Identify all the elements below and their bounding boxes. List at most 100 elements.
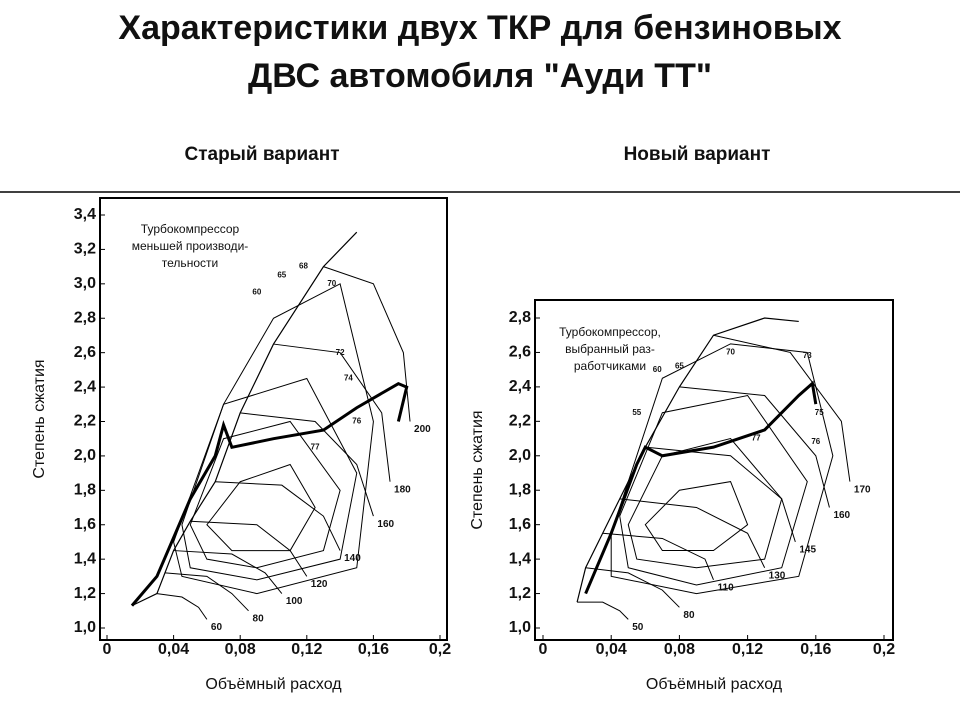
speed-line (585, 567, 680, 608)
speed-line (240, 412, 374, 517)
speed-label: 180 (394, 484, 411, 495)
x-axis-label: Объёмный расход (205, 676, 342, 693)
y-tick-label: 1,6 (509, 516, 531, 533)
y-tick-label: 1,4 (74, 550, 96, 567)
y-tick-label: 2,0 (74, 447, 96, 464)
speed-label: 80 (683, 610, 695, 621)
speed-label: 50 (632, 622, 644, 633)
title-line: Характеристики двух ТКР для бензиновых (118, 9, 841, 47)
y-tick-label: 2,8 (74, 309, 96, 326)
y-axis-label: Степень сжатия (31, 359, 48, 478)
operating-line (584, 380, 818, 595)
efficiency-island (189, 420, 341, 569)
y-tick-label: 1,2 (74, 585, 96, 602)
y-tick-label: 3,2 (74, 241, 96, 258)
note: Турбокомпрессор (141, 222, 240, 236)
speed-label: 80 (253, 613, 265, 624)
speed-line (323, 266, 411, 422)
speed-line (165, 572, 249, 612)
y-tick-label: 2,0 (509, 447, 531, 464)
y-tick-label: 1,8 (509, 481, 531, 498)
y-tick-label: 2,8 (509, 309, 531, 326)
efficiency-label: 72 (336, 348, 345, 357)
y-tick-label: 1,6 (74, 516, 96, 533)
x-tick-label: 0,08 (225, 641, 256, 658)
efficiency-island (181, 377, 358, 581)
efficiency-island (610, 343, 834, 595)
speed-label: 100 (286, 596, 303, 607)
x-tick-label: 0,04 (158, 641, 189, 658)
y-tick-label: 3,4 (74, 206, 96, 223)
y-tick-label: 2,2 (74, 413, 96, 430)
speed-label: 140 (344, 553, 361, 564)
speed-line (173, 550, 283, 594)
speed-label: 145 (799, 545, 816, 556)
y-tick-label: 1,8 (74, 482, 96, 499)
efficiency-label: 68 (299, 262, 308, 271)
note: работчиками (574, 359, 646, 373)
speed-label: 170 (854, 484, 871, 495)
x-tick-label: 0,04 (596, 641, 627, 658)
y-tick-label: 2,2 (509, 413, 531, 430)
efficiency-island (619, 394, 808, 586)
efficiency-island (627, 437, 783, 569)
y-tick-label: 2,6 (74, 344, 96, 361)
x-tick-label: 0 (539, 641, 548, 658)
note: выбранный раз- (565, 342, 655, 356)
speed-line (273, 343, 391, 482)
efficiency-island (173, 283, 374, 595)
efficiency-label: 75 (815, 408, 824, 417)
operating-line (130, 381, 409, 607)
speed-line (619, 498, 766, 568)
x-tick-label: 0 (103, 641, 112, 658)
efficiency-label: 77 (752, 434, 761, 443)
x-tick-label: 0,2 (873, 641, 895, 658)
speed-label: 200 (414, 424, 431, 435)
efficiency-island (206, 463, 316, 552)
y-tick-label: 1,4 (509, 550, 531, 567)
efficiency-label: 55 (632, 408, 641, 417)
speed-line (156, 593, 208, 620)
efficiency-label: 70 (726, 348, 735, 357)
y-tick-label: 1,0 (509, 619, 531, 636)
plot-frame (534, 299, 894, 641)
note: тельности (162, 256, 218, 270)
note: Турбокомпрессор, (559, 325, 661, 339)
efficiency-label: 60 (653, 365, 662, 374)
speed-line (679, 386, 830, 508)
x-tick-label: 0,16 (800, 641, 831, 658)
y-axis-label: Степень сжатия (469, 410, 486, 529)
speed-line (645, 446, 796, 543)
efficiency-label: 65 (277, 270, 286, 279)
efficiency-label: 74 (344, 374, 353, 383)
x-tick-label: 0,12 (732, 641, 763, 658)
efficiency-label: 65 (675, 361, 684, 370)
x-tick-label: 0,08 (664, 641, 695, 658)
speed-line (577, 601, 629, 620)
speed-line (713, 334, 851, 482)
speed-line (190, 520, 308, 577)
x-axis-label: Объёмный расход (646, 676, 783, 693)
speed-label: 160 (833, 510, 850, 521)
speed-label: 120 (311, 579, 328, 590)
speed-label: 160 (377, 519, 394, 530)
plot-frame (99, 197, 448, 641)
x-tick-label: 0,12 (291, 641, 322, 658)
efficiency-island (644, 481, 749, 551)
subtitle: Старый вариант (184, 144, 339, 165)
subtitle: Новый вариант (624, 144, 771, 165)
y-tick-label: 2,4 (74, 378, 96, 395)
y-tick-label: 1,0 (74, 619, 96, 636)
efficiency-label: 76 (352, 417, 361, 426)
x-tick-label: 0,2 (429, 641, 451, 658)
y-tick-label: 1,2 (509, 585, 531, 602)
efficiency-label: 73 (803, 351, 812, 360)
speed-label: 110 (718, 582, 735, 593)
y-tick-label: 3,0 (74, 275, 96, 292)
speed-line (215, 481, 341, 551)
speed-label: 130 (769, 570, 786, 581)
y-tick-label: 2,6 (509, 344, 531, 361)
x-tick-label: 0,16 (358, 641, 389, 658)
surge-line (131, 231, 358, 607)
speed-line (602, 532, 714, 580)
